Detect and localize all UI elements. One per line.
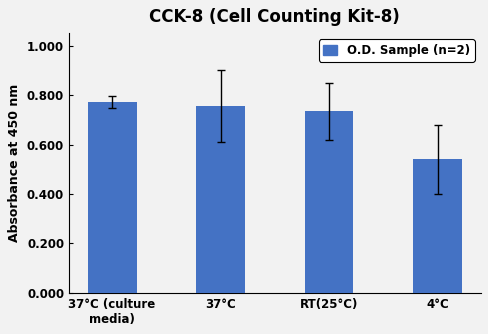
Legend: O.D. Sample (n=2): O.D. Sample (n=2) (318, 39, 474, 62)
Y-axis label: Absorbance at 450 nm: Absorbance at 450 nm (8, 84, 21, 242)
Title: CCK-8 (Cell Counting Kit-8): CCK-8 (Cell Counting Kit-8) (149, 8, 399, 26)
Bar (87, 102, 136, 293)
Bar (412, 159, 461, 293)
Bar (196, 106, 244, 293)
Bar (304, 111, 353, 293)
